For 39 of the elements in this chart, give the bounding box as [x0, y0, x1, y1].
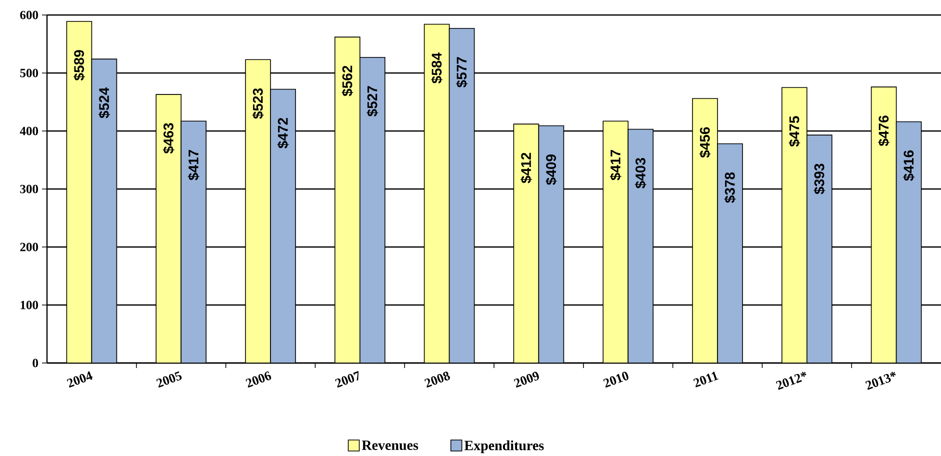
data-label: $589 [73, 50, 85, 81]
x-tick-label: 2011 [693, 372, 719, 388]
data-label: $476 [878, 116, 890, 146]
data-label: $527 [366, 86, 378, 116]
x-tick-label: 2013* [865, 372, 896, 390]
data-label: $416 [903, 150, 915, 181]
data-label: $409 [545, 154, 557, 185]
x-tick-label: 2007 [335, 371, 359, 388]
legend-label: Expenditures [464, 440, 544, 454]
x-tick-label: 2012* [776, 372, 806, 390]
data-label: $472 [277, 118, 289, 148]
data-label: $417 [188, 150, 200, 180]
x-tick-label: 2006 [246, 371, 272, 388]
data-label: $456 [699, 127, 711, 158]
data-label: $412 [520, 152, 532, 184]
y-tick-label: 600 [20, 10, 38, 20]
data-label: $463 [162, 123, 174, 154]
data-label: $577 [456, 57, 468, 88]
x-tick-label: 2010 [603, 372, 628, 388]
data-label: $417 [610, 150, 622, 180]
data-label: $393 [814, 164, 826, 194]
y-tick-label: 0 [32, 358, 38, 368]
data-label: $378 [724, 172, 736, 203]
data-label: $475 [788, 116, 800, 147]
data-label: $523 [252, 88, 264, 119]
y-tick-label: 500 [20, 68, 38, 78]
data-label: $524 [98, 87, 110, 118]
data-label: $584 [431, 52, 443, 84]
legend-label: Revenues [362, 440, 418, 450]
y-tick-label: 400 [20, 126, 38, 136]
data-label: $403 [634, 158, 646, 188]
y-tick-label: 100 [20, 300, 38, 310]
x-tick-label: 2004 [66, 371, 93, 388]
y-tick-label: 300 [20, 184, 38, 194]
data-label: $562 [342, 66, 354, 96]
x-tick-label: 2008 [424, 372, 450, 388]
x-tick-label: 2009 [514, 372, 539, 388]
y-tick-label: 200 [20, 242, 38, 252]
x-tick-label: 2005 [156, 371, 182, 388]
